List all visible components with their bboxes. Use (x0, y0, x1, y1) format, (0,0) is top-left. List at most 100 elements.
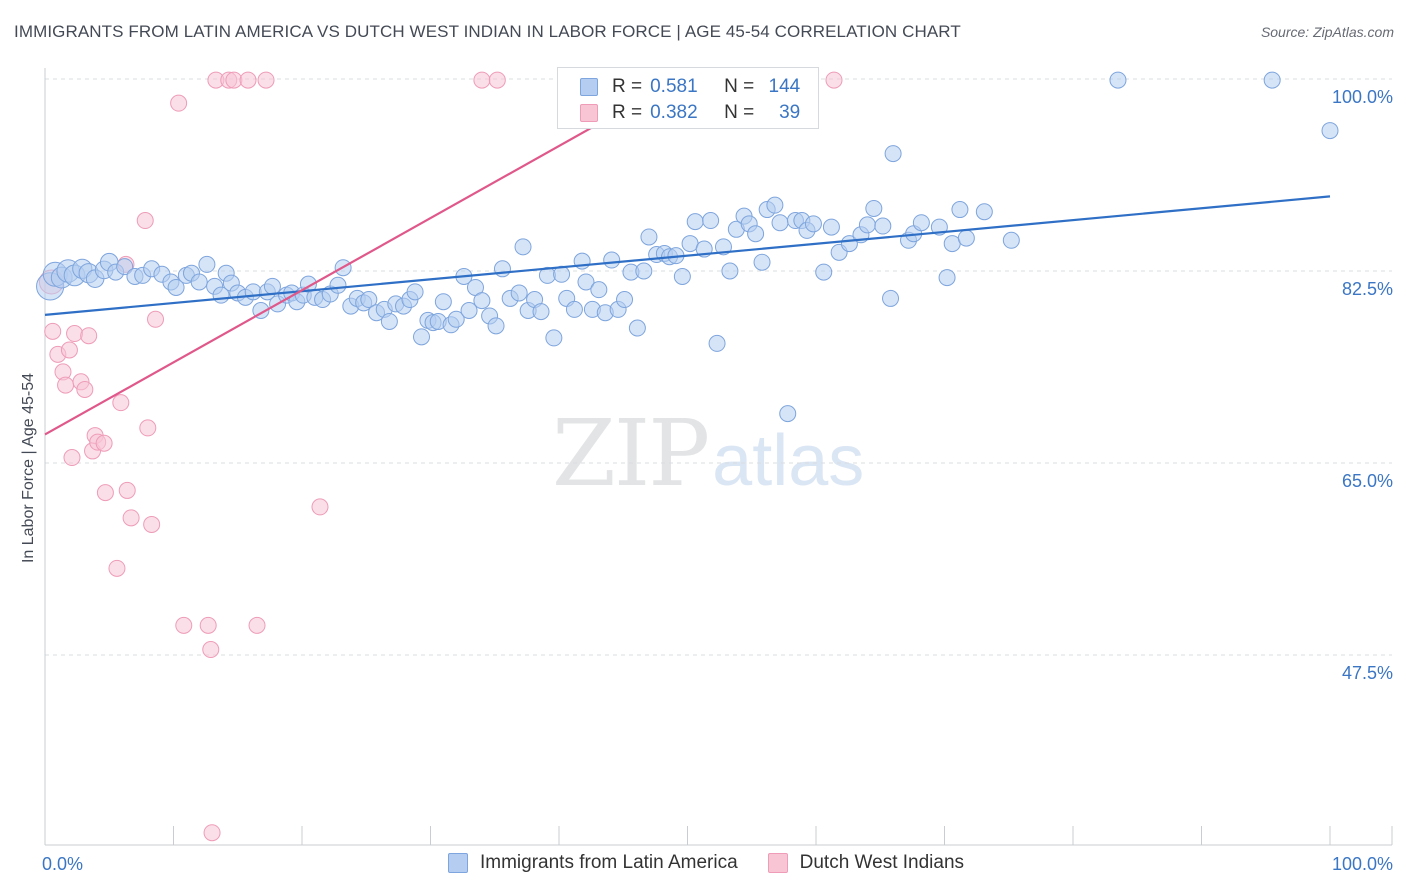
dutch-west-indians-point-29 (203, 824, 221, 842)
latin-america-point-106 (747, 225, 765, 243)
latin-america-point-117 (822, 218, 840, 236)
legend-r-key: R = (612, 102, 643, 123)
latin-america-point-96 (681, 235, 699, 253)
legend-swatch-pink (767, 853, 788, 873)
latin-america-point-60 (447, 310, 465, 328)
latin-america-point-62 (460, 301, 478, 319)
legend-label-latin-america: Immigrants from Latin America (480, 852, 738, 873)
legend-n-value: 144 (768, 76, 801, 97)
latin-america-point-97 (686, 213, 704, 231)
latin-america-point-134 (975, 203, 993, 221)
dutch-west-indians-point-1 (44, 322, 62, 340)
latin-america-point-41 (329, 276, 347, 294)
dutch-west-indians-point-5 (60, 341, 78, 359)
latin-america-point-110 (771, 214, 789, 232)
x-tick-label-end: 100.0% (1332, 854, 1393, 874)
dutch-west-indians-point-35 (257, 71, 275, 89)
latin-america-point-109 (766, 196, 784, 214)
latin-america-point-73 (532, 303, 550, 321)
legend-row-dutch-west-indians: R = 0.382 N = 39 (580, 100, 800, 126)
latin-america-point-58 (434, 293, 452, 311)
latin-america-point-86 (616, 291, 634, 309)
latin-america-point-28 (244, 283, 262, 301)
axes (44, 68, 1393, 846)
dutch-west-indians-point-27 (199, 616, 217, 634)
chart-title: IMMIGRANTS FROM LATIN AMERICA VS DUTCH W… (14, 22, 961, 41)
trend-lines (44, 71, 1331, 436)
latin-america-point-107 (753, 253, 771, 271)
legend-row-latin-america: R = 0.581 N = 144 (580, 74, 800, 100)
latin-america-point-53 (406, 283, 424, 301)
dutch-west-indians-point-4 (57, 376, 75, 394)
latin-america-point-137 (1263, 71, 1281, 89)
dutch-west-indians-point-38 (488, 71, 506, 89)
series-legend: Immigrants from Latin America Dutch West… (448, 852, 994, 874)
dutch-west-indians-point-34 (248, 616, 266, 634)
tick-labels: 100.0% 82.5% 65.0% 47.5% 0.0% 100.0% (42, 87, 1393, 874)
dutch-west-indians-point-10 (80, 327, 98, 345)
dutch-west-indians-point-21 (136, 212, 154, 230)
latin-america-point-89 (635, 262, 653, 280)
latin-america-point-88 (628, 319, 646, 337)
latin-america-point-11 (116, 258, 134, 276)
latin-america-point-49 (380, 312, 398, 330)
correlation-legend: R = 0.581 N = 144 R = 0.382 N = 39 (557, 67, 819, 129)
latin-america-point-99 (702, 212, 720, 230)
latin-america-point-133 (957, 229, 975, 247)
dutch-west-indians-point-20 (122, 509, 140, 527)
latin-america-point-95 (673, 267, 691, 285)
latin-america-point-78 (565, 300, 583, 318)
dutch-west-indians-point-39 (825, 71, 843, 89)
grid-lines (45, 78, 1392, 656)
dutch-west-indians-point-22 (139, 419, 157, 437)
latin-america-point-67 (493, 260, 511, 278)
dutch-west-indians-point-15 (96, 484, 114, 502)
dutch-west-indians-point-9 (76, 380, 94, 398)
latin-america-point-138 (1321, 122, 1339, 140)
dutch-west-indians-point-16 (108, 559, 126, 577)
dutch-west-indians-point-26 (175, 616, 193, 634)
latin-america-point-128 (912, 214, 930, 232)
latin-america-point-124 (882, 289, 900, 307)
dutch-west-indians-point-17 (112, 394, 130, 412)
latin-america-point-135 (1002, 231, 1020, 249)
latin-america-point-17 (167, 278, 185, 296)
legend-r-key: R = (612, 76, 643, 97)
legend-n-key: N = (724, 76, 755, 97)
latin-america-point-115 (804, 215, 822, 233)
latin-america-point-70 (514, 238, 532, 256)
latin-america-point-122 (865, 199, 883, 217)
latin-america-point-84 (603, 251, 621, 269)
source-credit: Source: ZipAtlas.com (1260, 24, 1394, 40)
latin-america-trend-line (44, 195, 1331, 316)
latin-america-point-121 (858, 216, 876, 234)
latin-america-point-21 (198, 255, 216, 273)
y-tick-label-1: 82.5% (1342, 279, 1393, 299)
legend-n-key: N = (724, 102, 755, 123)
latin-america-point-20 (190, 273, 208, 291)
latin-america-point-111 (779, 405, 797, 423)
x-tick-label-start: 0.0% (42, 854, 83, 874)
legend-swatch-pink (580, 104, 598, 122)
legend-swatch-blue (448, 853, 468, 873)
latin-america-point-100 (708, 334, 726, 352)
latin-america-point-131 (943, 235, 961, 253)
y-axis-label: In Labor Force | Age 45-54 (20, 372, 37, 564)
latin-america-point-75 (545, 329, 563, 347)
y-tick-label-2: 65.0% (1342, 471, 1393, 491)
latin-america-point-90 (640, 228, 658, 246)
latin-america-point-136 (1109, 71, 1127, 89)
legend-swatch-blue (580, 78, 598, 96)
dutch-west-indians-point-32 (225, 71, 243, 89)
latin-america-point-82 (590, 281, 608, 299)
legend-r-value: 0.382 (650, 102, 698, 123)
latin-america-point-54 (413, 328, 431, 346)
latin-america-point-66 (487, 317, 505, 335)
dutch-west-indians-point-36 (311, 498, 329, 516)
y-tick-label-0: 100.0% (1332, 87, 1393, 107)
latin-america-point-132 (951, 201, 969, 219)
latin-america-point-31 (263, 277, 281, 295)
latin-america-point-80 (577, 273, 595, 291)
latin-america-point-125 (884, 145, 902, 163)
